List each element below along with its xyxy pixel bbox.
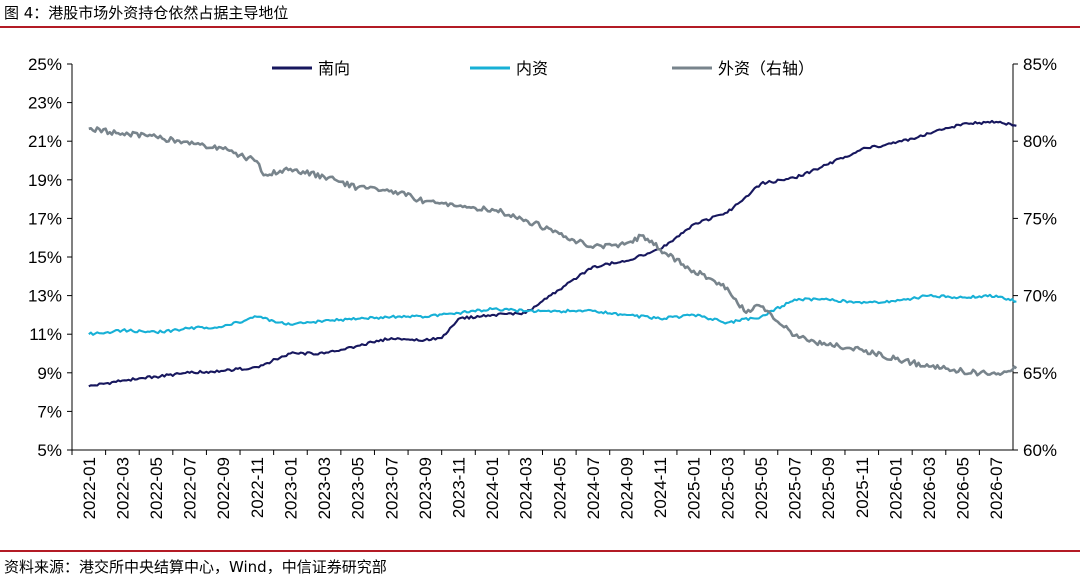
- x-tick-label: 2024-09: [618, 457, 637, 519]
- x-tick-label: 2025-01: [685, 457, 704, 519]
- legend-label: 南向: [318, 59, 350, 78]
- line-chart: 2022-01 2022-03 2022-05 2022-07 2022-09 2022-…: [28, 55, 1057, 519]
- y-right-tick-label: 85%: [1023, 55, 1057, 74]
- x-tick-label: 2025-11: [853, 457, 872, 518]
- figure-title: 图 4：港股市场外资持仓依然占据主导地位: [4, 4, 289, 22]
- y-left-tick-label: 21%: [28, 132, 62, 151]
- x-tick-label: 2024-03: [517, 457, 536, 519]
- top-rule: [0, 26, 1080, 28]
- x-tick-label: 2022-05: [147, 457, 166, 519]
- x-tick-label: 2025-07: [786, 457, 805, 519]
- x-tick-label: 2025-05: [752, 457, 771, 519]
- x-tick-label: 2023-01: [281, 457, 300, 519]
- y-right-tick-label: 70%: [1023, 287, 1057, 306]
- x-tick-label: 2022-03: [113, 457, 132, 519]
- x-tick-label: 2023-09: [416, 457, 435, 519]
- y-left-tick-label: 9%: [37, 364, 62, 383]
- x-tick-label: 2023-07: [382, 457, 401, 519]
- x-tick-label: 2024-01: [483, 457, 502, 519]
- y-left-tick-label: 11%: [29, 325, 62, 344]
- y-left-tick-label: 7%: [37, 402, 62, 421]
- y-left-tick-labels: 5% 7% 9% 11% 13% 15% 17% 19% 21% 23% 25%: [28, 55, 72, 460]
- legend-label: 外资（右轴）: [718, 59, 814, 78]
- x-tick-label: 2025-09: [819, 457, 838, 519]
- x-tick-label: 2026-01: [886, 457, 905, 519]
- y-left-tick-label: 17%: [28, 209, 62, 228]
- y-left-tick-label: 23%: [28, 94, 62, 113]
- y-left-tick-label: 15%: [28, 248, 62, 267]
- x-tick-label: 2022-07: [181, 457, 200, 519]
- y-right-tick-label: 65%: [1023, 364, 1057, 383]
- source-note: 资料来源：港交所中央结算中心，Wind，中信证券研究部: [4, 558, 387, 576]
- x-tick-label: 2024-05: [550, 457, 569, 519]
- y-right-tick-label: 80%: [1023, 132, 1057, 151]
- y-left-tick-label: 25%: [28, 55, 62, 74]
- y-right-tick-label: 75%: [1023, 209, 1057, 228]
- x-tick-label: 2024-07: [584, 457, 603, 519]
- x-tick-label: 2022-01: [80, 457, 99, 519]
- y-left-tick-label: 5%: [37, 441, 62, 460]
- chart-axes: [71, 64, 1014, 451]
- x-tick-label: 2023-05: [349, 457, 368, 519]
- x-tick-label: 2024-11: [651, 457, 670, 518]
- y-right-tick-label: 60%: [1023, 441, 1057, 460]
- series-line-2: [88, 126, 1018, 377]
- series-lines: [88, 119, 1018, 388]
- x-tick-label: 2023-11: [449, 457, 468, 518]
- bottom-rule: [0, 550, 1080, 552]
- series-line-0: [88, 119, 1017, 388]
- x-tick-label: 2026-07: [987, 457, 1006, 519]
- x-tick-label: 2026-03: [920, 457, 939, 519]
- y-left-tick-label: 13%: [28, 287, 62, 306]
- x-tick-label: 2022-11: [248, 457, 267, 518]
- x-tick-label: 2026-05: [954, 457, 973, 519]
- x-tick-label: 2023-03: [315, 457, 334, 519]
- legend-label: 内资: [516, 59, 548, 78]
- x-tick-labels: 2022-01 2022-03 2022-05 2022-07 2022-09 2022-…: [71, 450, 1006, 519]
- x-tick-label: 2022-09: [214, 457, 233, 519]
- series-line-1: [88, 293, 1017, 336]
- y-right-tick-labels: 60% 65% 70% 75% 80% 85%: [1013, 55, 1057, 460]
- x-tick-label: 2025-03: [718, 457, 737, 519]
- legend: 南向 内资 外资（右轴）: [272, 59, 814, 78]
- y-left-tick-label: 19%: [28, 171, 62, 190]
